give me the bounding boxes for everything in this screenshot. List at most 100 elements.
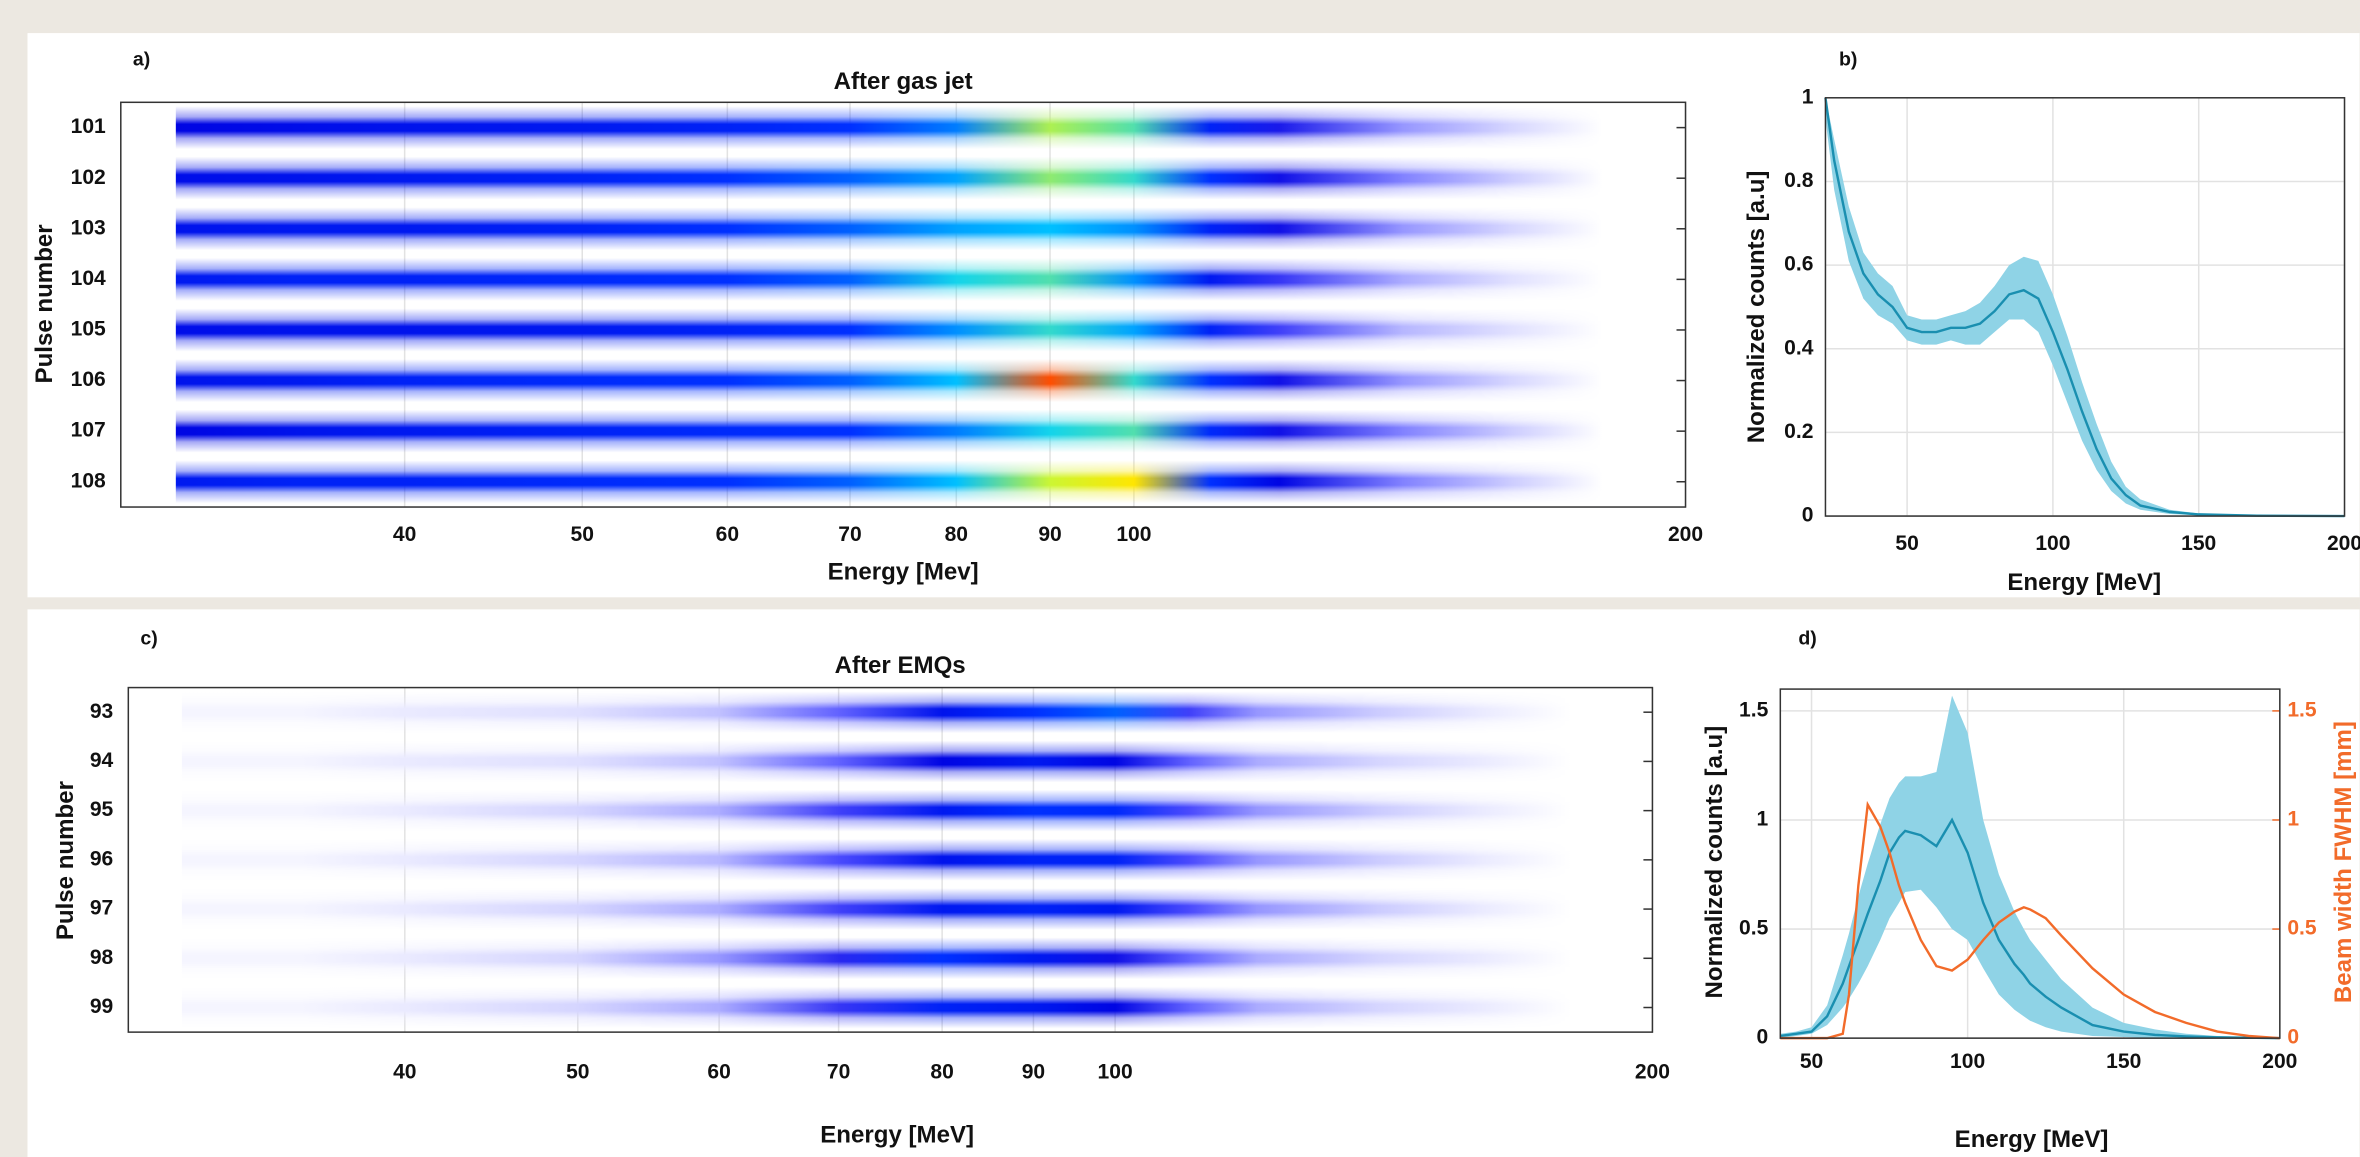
- heat-cell: [1133, 207, 1211, 251]
- y-tick-label: 102: [71, 166, 106, 189]
- panel-label: a): [133, 48, 150, 70]
- heat-cell: [404, 937, 579, 980]
- y-axis-label: Normalized counts [a.u]: [1701, 726, 1728, 999]
- heat-cell: [1401, 359, 1509, 403]
- heat-cell: [181, 888, 303, 930]
- heat-cell: [727, 409, 851, 453]
- y-tick-label: 97: [90, 897, 113, 920]
- heat-cell: [1133, 359, 1211, 403]
- heat-cell: [1188, 888, 1258, 930]
- data-line: [1780, 817, 2280, 1040]
- heat-cell: [404, 740, 579, 783]
- heat-cell: [1133, 257, 1211, 301]
- y2-tick-label: 0: [2287, 1026, 2299, 1049]
- y-tick-label: 101: [71, 115, 106, 138]
- pulse-band: [181, 740, 1572, 783]
- heat-cell: [1115, 888, 1190, 930]
- heat-cell: [1401, 207, 1509, 251]
- heat-cell: [727, 106, 851, 150]
- x-tick-label: 150: [2181, 532, 2216, 555]
- heat-cell: [404, 156, 583, 200]
- heat-cell: [1401, 409, 1509, 453]
- x-tick-label: 60: [707, 1060, 730, 1083]
- heat-cell: [1256, 691, 1377, 734]
- heat-cell: [1209, 207, 1280, 251]
- heat-cell: [956, 359, 1051, 403]
- heat-cell: [850, 156, 958, 200]
- heat-cell: [1278, 409, 1403, 453]
- y-tick-label: 99: [90, 995, 113, 1018]
- heat-cell: [838, 789, 943, 832]
- y-tick-label: 1: [1802, 85, 1814, 108]
- y2-tick-label: 1: [2287, 808, 2299, 831]
- heat-cell: [727, 156, 851, 200]
- x-tick-label: 50: [1895, 532, 1918, 555]
- heat-cell: [1256, 789, 1377, 832]
- heat-cell: [1479, 888, 1572, 930]
- heat-cell: [301, 838, 406, 881]
- heat-cell: [1050, 308, 1135, 352]
- y-tick-label: 1.5: [1739, 698, 1769, 721]
- heat-cell: [942, 838, 1035, 881]
- heat-cell: [298, 156, 406, 200]
- heat-cell: [956, 257, 1051, 301]
- pulse-band: [181, 937, 1572, 980]
- heat-cell: [838, 937, 943, 980]
- heat-cell: [1115, 838, 1190, 881]
- heat-cell: [181, 937, 303, 980]
- heat-cell: [1375, 937, 1481, 980]
- heat-cell: [175, 308, 300, 352]
- pulse-band: [175, 106, 1603, 150]
- heat-cell: [1278, 460, 1403, 504]
- heat-cell: [1188, 789, 1258, 832]
- x-tick-label: 70: [838, 523, 861, 546]
- heat-cell: [577, 838, 720, 881]
- y-tick-label: 95: [90, 798, 114, 821]
- y-tick-label: 104: [71, 267, 106, 290]
- heat-cell: [850, 207, 958, 251]
- heat-cell: [1209, 409, 1280, 453]
- heat-cell: [577, 740, 720, 783]
- heat-cell: [582, 460, 729, 504]
- heat-cell: [181, 691, 303, 734]
- heat-cell: [838, 691, 943, 734]
- heat-cell: [719, 986, 840, 1029]
- heat-cell: [1033, 937, 1116, 980]
- heat-cell: [1133, 156, 1211, 200]
- y-tick-label: 0: [1802, 504, 1814, 527]
- heat-cell: [1188, 740, 1258, 783]
- heat-cell: [719, 888, 840, 930]
- heat-cell: [175, 106, 300, 150]
- pulse-band: [181, 986, 1572, 1029]
- x-tick-label: 200: [1635, 1060, 1670, 1083]
- heat-cell: [850, 359, 958, 403]
- heat-cell: [298, 257, 406, 301]
- x-tick-label: 200: [2327, 532, 2360, 555]
- heat-cell: [1115, 937, 1190, 980]
- heat-cell: [1507, 308, 1603, 352]
- y-tick-label: 98: [90, 946, 114, 969]
- heat-cell: [1479, 838, 1572, 881]
- heat-cell: [1256, 838, 1377, 881]
- heat-cell: [1479, 937, 1572, 980]
- heat-cell: [942, 740, 1035, 783]
- heat-cell: [1050, 460, 1135, 504]
- heat-cell: [838, 986, 943, 1029]
- x-tick-label: 100: [1116, 523, 1151, 546]
- heat-cell: [1133, 460, 1211, 504]
- x-tick-label: 50: [566, 1060, 589, 1083]
- heat-cell: [1188, 838, 1258, 881]
- error-band: [1780, 695, 2280, 1039]
- heat-cell: [298, 409, 406, 453]
- heat-cell: [577, 789, 720, 832]
- x-tick-label: 200: [2262, 1050, 2297, 1073]
- heat-cell: [719, 789, 840, 832]
- heat-cell: [838, 740, 943, 783]
- pulse-band: [181, 789, 1572, 832]
- heat-cell: [1507, 207, 1603, 251]
- heat-cell: [956, 308, 1051, 352]
- heat-cell: [956, 156, 1051, 200]
- heat-cell: [1115, 691, 1190, 734]
- y-tick-label: 0.4: [1784, 336, 1814, 359]
- y-tick-label: 93: [90, 700, 113, 723]
